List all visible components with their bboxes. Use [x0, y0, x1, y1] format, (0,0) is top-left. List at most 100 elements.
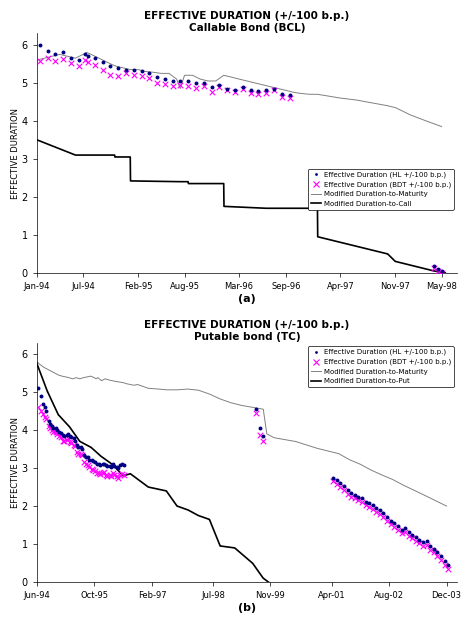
- Point: [78, 450, 86, 460]
- Point: [256, 423, 264, 433]
- Point: [337, 482, 344, 492]
- Point: [109, 467, 117, 477]
- Point: [224, 85, 231, 95]
- Legend: Effective Duration (HL +/-100 b.p.), Effective Duration (BDT +/-100 b.p.), Modif: Effective Duration (HL +/-100 b.p.), Eff…: [308, 168, 454, 210]
- Legend: Effective Duration (HL +/-100 b.p.), Effective Duration (BDT +/-100 b.p.), Modif: Effective Duration (HL +/-100 b.p.), Eff…: [308, 346, 454, 387]
- Point: [383, 512, 391, 522]
- Point: [73, 447, 81, 457]
- Point: [84, 452, 92, 462]
- Point: [278, 92, 286, 102]
- Point: [255, 86, 262, 96]
- Point: [84, 51, 92, 61]
- Point: [405, 527, 412, 537]
- Point: [161, 74, 168, 84]
- Point: [369, 500, 376, 510]
- Point: [66, 437, 74, 447]
- Point: [93, 467, 100, 477]
- Point: [73, 441, 81, 451]
- Point: [252, 404, 260, 414]
- Point: [104, 470, 111, 480]
- Point: [114, 62, 122, 72]
- Point: [401, 527, 409, 537]
- Point: [247, 85, 255, 95]
- Point: [355, 495, 362, 505]
- Point: [430, 544, 438, 553]
- Y-axis label: EFFECTIVE DURATION: EFFECTIVE DURATION: [11, 108, 20, 198]
- Point: [67, 53, 75, 63]
- Point: [96, 460, 104, 470]
- Point: [75, 55, 83, 65]
- Point: [355, 492, 362, 502]
- Point: [53, 429, 61, 439]
- Point: [405, 531, 412, 541]
- Point: [107, 472, 115, 482]
- Point: [95, 459, 103, 469]
- Point: [78, 444, 86, 454]
- Point: [82, 55, 89, 65]
- Point: [60, 47, 67, 57]
- Point: [35, 383, 42, 393]
- Point: [130, 69, 137, 79]
- Point: [138, 67, 146, 77]
- Point: [118, 469, 126, 479]
- Point: [91, 60, 99, 70]
- Point: [398, 525, 405, 535]
- Point: [39, 399, 46, 409]
- Point: [358, 497, 366, 507]
- Point: [192, 83, 200, 93]
- Point: [333, 479, 340, 489]
- Y-axis label: EFFECTIVE DURATION: EFFECTIVE DURATION: [11, 417, 20, 508]
- Point: [109, 459, 117, 469]
- Point: [113, 462, 121, 472]
- Title: EFFECTIVE DURATION (+/-100 b.p.)
Putable bond (TC): EFFECTIVE DURATION (+/-100 b.p.) Putable…: [145, 320, 350, 342]
- Point: [67, 432, 75, 442]
- Point: [263, 88, 270, 98]
- Point: [419, 541, 427, 551]
- Point: [340, 481, 348, 491]
- Point: [81, 450, 88, 460]
- Point: [82, 49, 89, 59]
- Point: [380, 508, 387, 518]
- Point: [362, 497, 369, 507]
- Point: [426, 541, 434, 551]
- Point: [347, 492, 355, 502]
- Point: [270, 84, 278, 94]
- Point: [445, 560, 452, 570]
- Point: [208, 82, 216, 92]
- Point: [117, 470, 124, 480]
- Point: [278, 89, 286, 99]
- Point: [95, 467, 103, 477]
- Point: [114, 472, 122, 482]
- Point: [45, 46, 52, 56]
- Point: [84, 57, 92, 67]
- Point: [426, 545, 434, 555]
- Point: [153, 72, 161, 82]
- Point: [231, 85, 239, 95]
- Point: [61, 437, 68, 447]
- Point: [75, 442, 82, 452]
- Point: [89, 465, 97, 475]
- Point: [239, 84, 246, 94]
- Point: [85, 462, 93, 472]
- X-axis label: (b): (b): [238, 603, 256, 613]
- Point: [441, 560, 448, 570]
- Point: [114, 463, 122, 473]
- Point: [380, 512, 387, 522]
- Point: [344, 485, 351, 495]
- Point: [231, 87, 239, 97]
- Point: [118, 459, 126, 469]
- Point: [64, 429, 72, 439]
- Point: [153, 78, 161, 88]
- Point: [120, 460, 128, 470]
- Point: [437, 551, 445, 561]
- Point: [409, 530, 416, 540]
- Point: [70, 439, 78, 449]
- Point: [67, 439, 75, 449]
- Point: [255, 89, 262, 99]
- Point: [286, 93, 293, 103]
- Point: [434, 547, 441, 557]
- Point: [55, 431, 63, 441]
- Point: [61, 431, 68, 441]
- Point: [91, 53, 99, 63]
- Point: [434, 551, 441, 561]
